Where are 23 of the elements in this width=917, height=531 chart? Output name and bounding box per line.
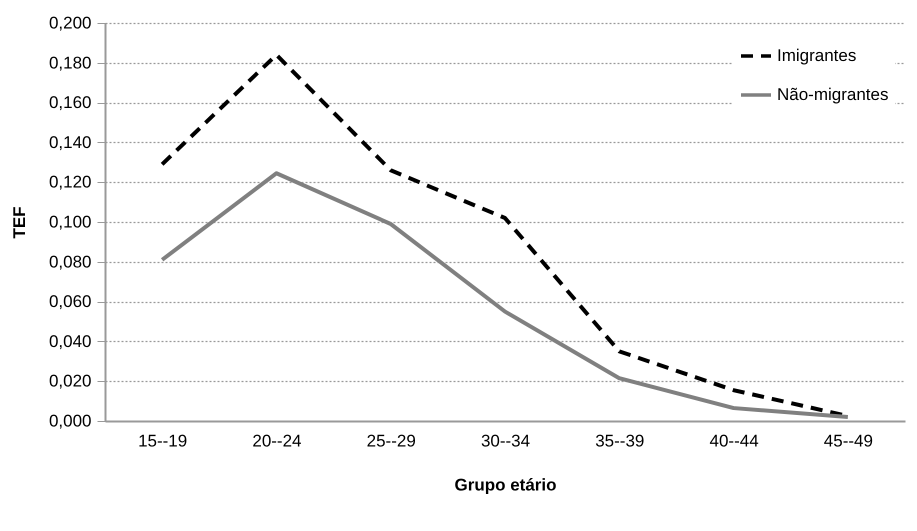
legend-label: Não-migrantes <box>777 85 888 104</box>
y-tick-label: 0,060 <box>48 292 92 312</box>
y-axis-title: TEF <box>10 206 29 239</box>
line-series <box>160 171 850 420</box>
x-tick-label: 30--34 <box>480 432 530 450</box>
x-tick-label: 35--39 <box>595 432 644 450</box>
y-tick-label: 0,000 <box>48 412 92 430</box>
y-tick-label: 0,160 <box>48 93 92 112</box>
y-tick-label: 0,120 <box>48 172 92 192</box>
x-tick-label: 15--19 <box>138 432 188 450</box>
x-tick-label: 25--29 <box>366 432 416 450</box>
x-tick-label: 40--44 <box>710 432 759 450</box>
y-tick-label: 0,140 <box>48 132 92 152</box>
x-axis-title: Grupo etário <box>454 476 557 494</box>
y-tick-label: 0,180 <box>48 53 92 72</box>
legend-label: Imigrantes <box>777 46 856 65</box>
y-tick-label: 0,100 <box>48 212 92 232</box>
x-tick-label: 45--49 <box>824 432 873 450</box>
y-tick-label: 0,040 <box>48 332 92 351</box>
y-tick-label: 0,080 <box>48 252 92 272</box>
y-tick-label: 0,020 <box>48 372 92 391</box>
y-tick-label: 0,200 <box>48 14 92 32</box>
x-tick-label: 20--24 <box>252 432 302 450</box>
